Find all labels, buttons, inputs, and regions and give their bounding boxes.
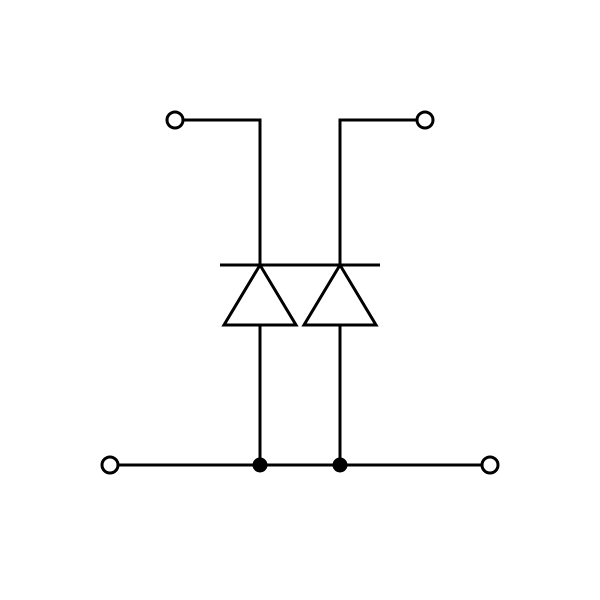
terminal-bottom-left	[102, 457, 118, 473]
terminal-bottom-right	[482, 457, 498, 473]
wire	[183, 120, 260, 265]
diode-left-triangle	[224, 265, 296, 325]
terminal-top-right	[417, 112, 433, 128]
diode-schematic	[0, 0, 600, 600]
junction-junction-left	[254, 459, 266, 471]
wire	[340, 120, 417, 265]
junction-junction-right	[334, 459, 346, 471]
terminal-top-left	[167, 112, 183, 128]
diode-right-triangle	[304, 265, 376, 325]
